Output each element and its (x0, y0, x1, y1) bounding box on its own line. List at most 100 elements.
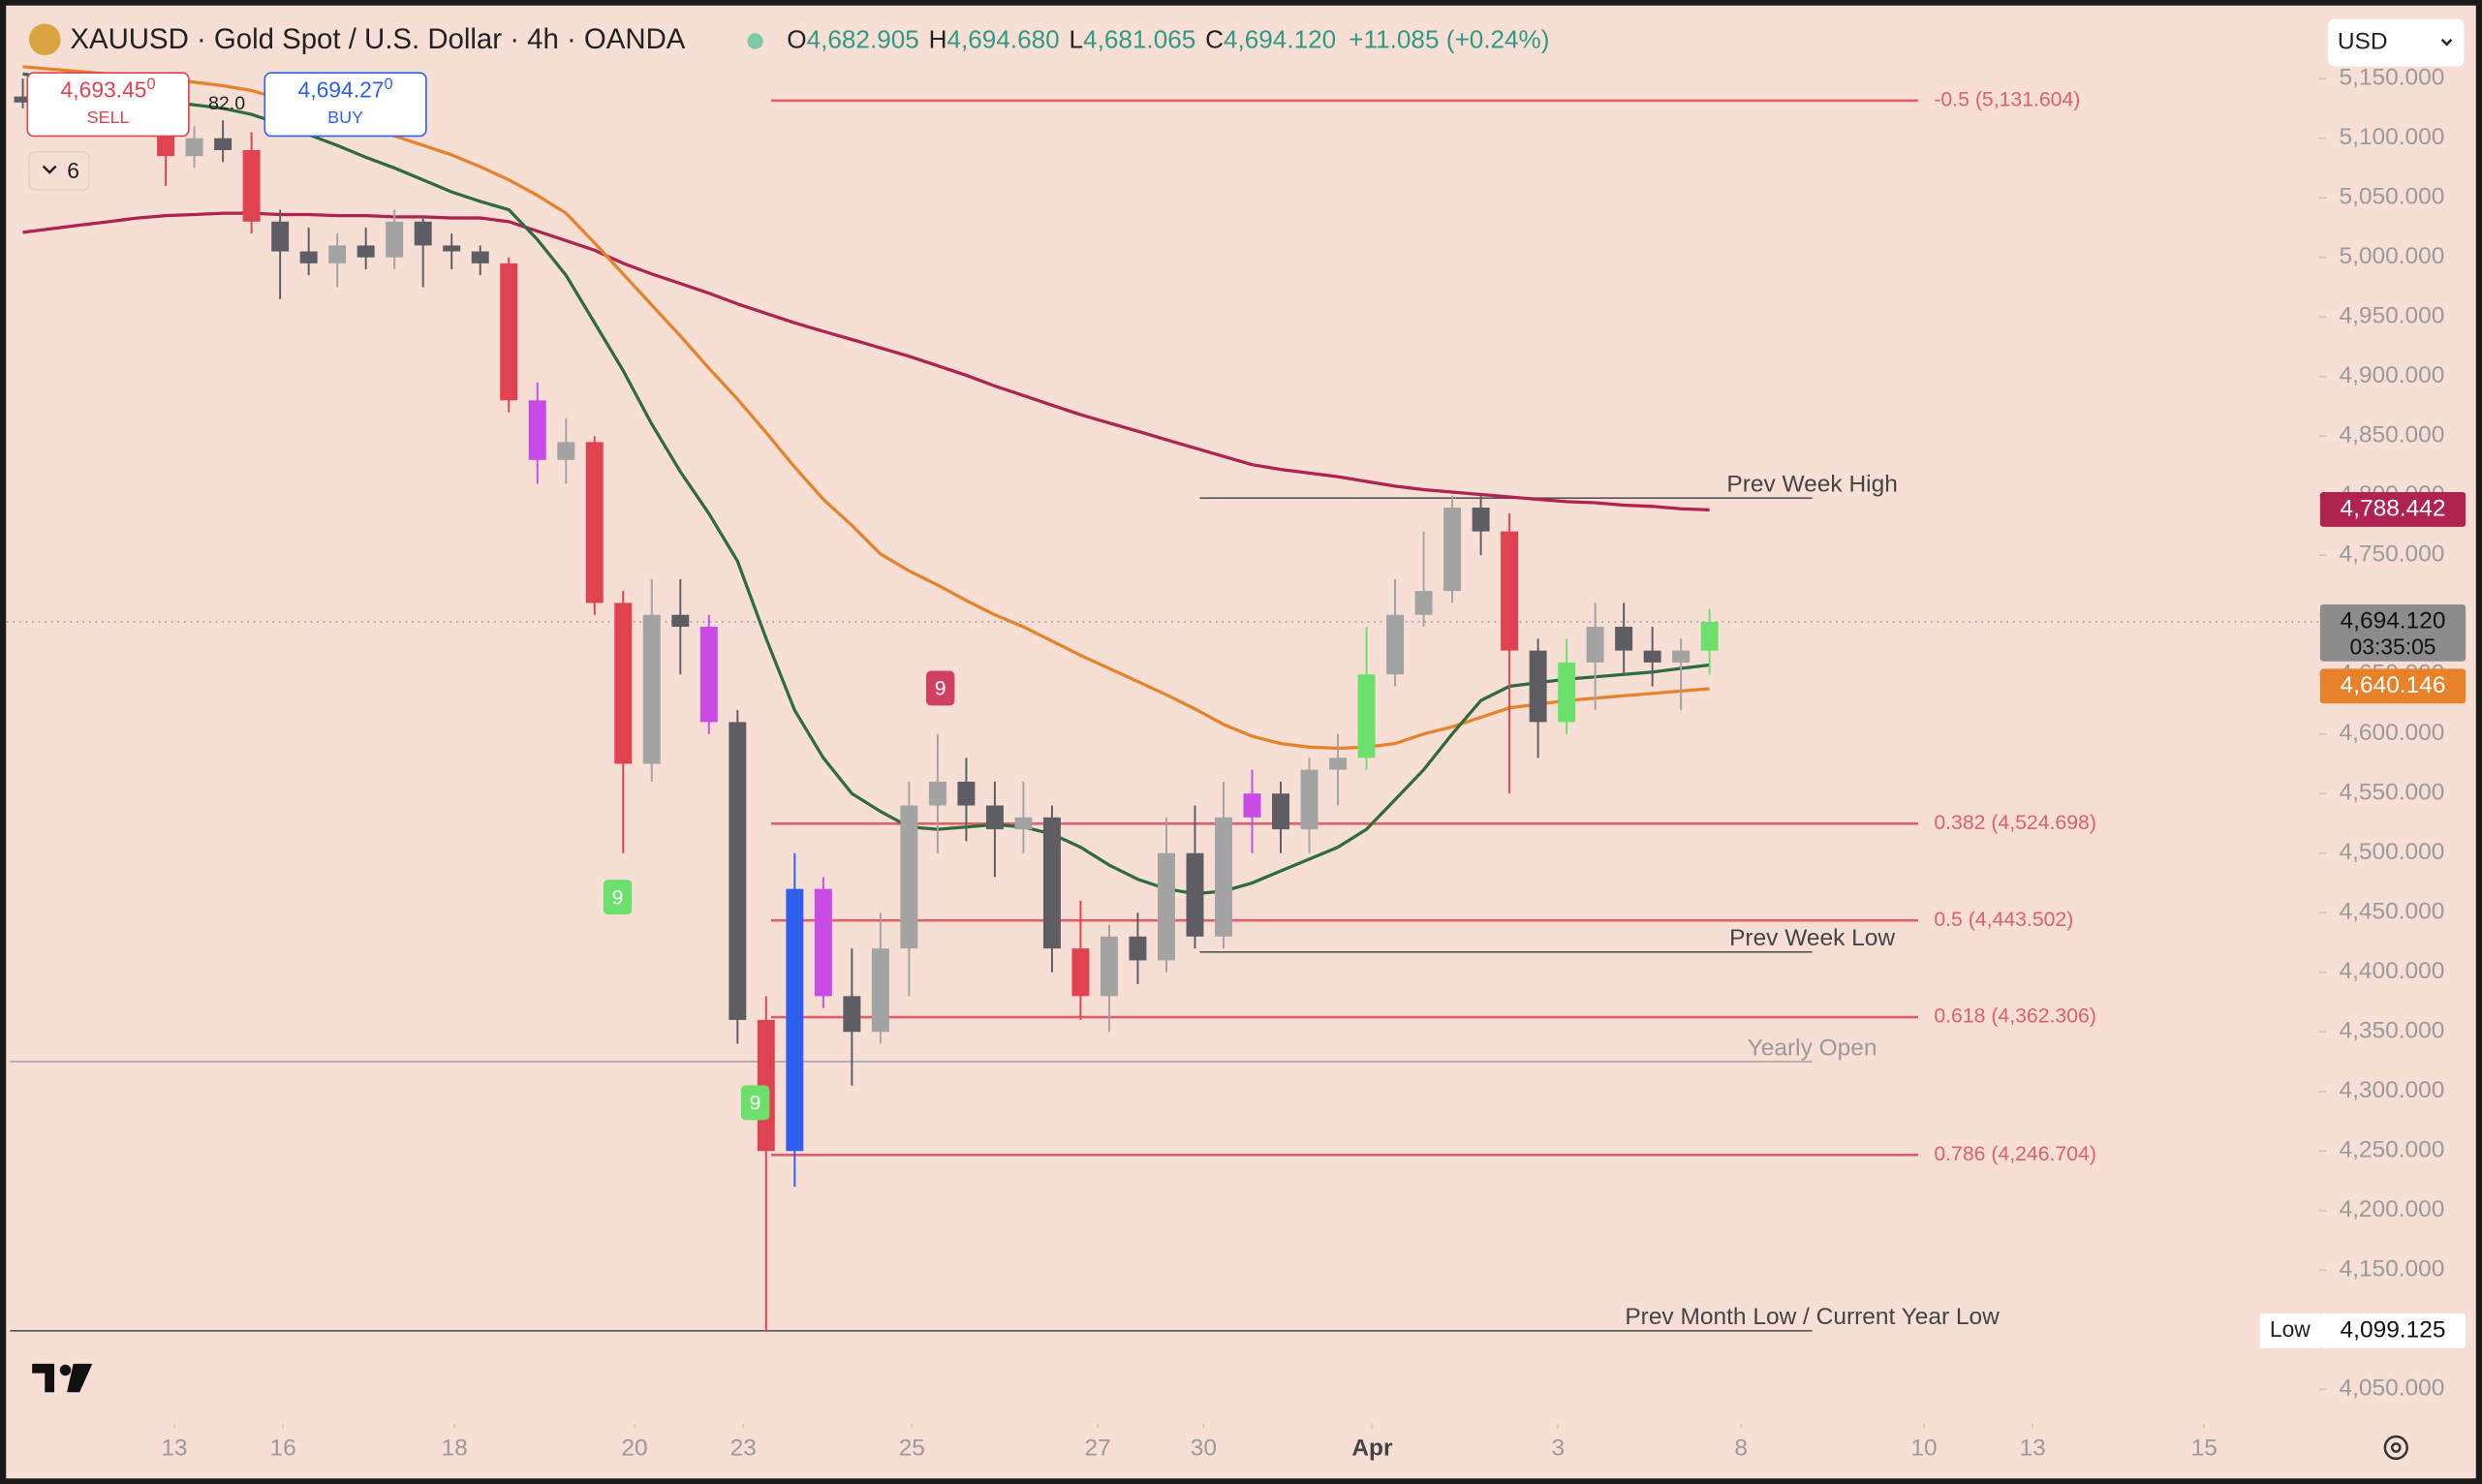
candle-body (500, 263, 518, 401)
status-dot (747, 33, 763, 49)
candle-body (814, 888, 832, 997)
spread: 82.0 (208, 93, 245, 114)
y-tick-label: 5,050.000 (2339, 184, 2444, 210)
signal: 9 (750, 1093, 761, 1115)
y-tick-label: 5,150.000 (2339, 65, 2444, 91)
buy-label: BUY (327, 108, 363, 127)
sell-box (26, 72, 190, 138)
signal-badge (925, 670, 955, 706)
buy-button[interactable]: 4,694.270 BUY (264, 72, 427, 138)
candle-body (386, 221, 404, 258)
candle-body (1529, 650, 1547, 723)
ohlc-value: 4,694.680 (946, 24, 1059, 53)
reference-label: Prev Week High (1726, 472, 1897, 498)
x-tick-label: 25 (899, 1436, 925, 1462)
candle-body (1014, 817, 1033, 830)
candle-body (614, 603, 633, 764)
candle-body (1042, 817, 1061, 949)
y-tick-label: 4,450.000 (2339, 899, 2444, 925)
y-tick-label: 4,200.000 (2339, 1196, 2444, 1222)
reference-label: Prev Week Low (1729, 925, 1895, 951)
ohlc-values: O4,682.905 H4,694.680 L4,681.065 C4,694.120… (747, 24, 1549, 53)
y-tick-label: 4,950.000 (2339, 303, 2444, 329)
ohlc-key: C (1205, 24, 1224, 53)
sell-button[interactable]: 4,693.450 SELL (26, 72, 190, 138)
candle-body (900, 805, 918, 949)
candle-body (271, 221, 290, 252)
candle-body (1501, 531, 1519, 651)
candle-body (1700, 621, 1719, 651)
price-label-box (2319, 1313, 2466, 1348)
y-tick-label: 4,550.000 (2339, 780, 2444, 806)
indicator-toggle[interactable]: 6 (28, 150, 90, 191)
countdown: 03:35:05 (2350, 634, 2436, 660)
chevron (42, 165, 57, 174)
fib-label: 0.382 (4,524.698) (1934, 812, 2096, 834)
reference-label: Prev Month Low / Current Year Low (1625, 1304, 2000, 1330)
candle-body (471, 251, 489, 263)
signal: 9 (612, 886, 624, 909)
reference-label: Yearly Open (1748, 1035, 1877, 1061)
candle-body (443, 245, 461, 252)
y-tick-label: 4,900.000 (2339, 362, 2444, 388)
settings-icon (2383, 1435, 2408, 1461)
candle-body (1357, 674, 1376, 758)
y-tick-label: 4,500.000 (2339, 839, 2444, 865)
ohlc-change: +11.085 (+0.24%) (1349, 24, 1549, 53)
sell-price-pip: 0 (147, 77, 156, 94)
candle-body (1215, 817, 1232, 937)
sell-price-main: 4,693.45 (61, 77, 147, 103)
settings-button[interactable] (2383, 1435, 2408, 1461)
currency: USD (2338, 29, 2388, 55)
candle-body (1414, 591, 1433, 615)
y-tick-label: 4,350.000 (2339, 1018, 2444, 1044)
candle-body (928, 781, 946, 806)
x-tick-label: 8 (1734, 1436, 1748, 1462)
candle-body (1243, 793, 1261, 818)
y-tick-label: 4,300.000 (2339, 1077, 2444, 1103)
candle-body (1443, 508, 1462, 592)
candle-body (1672, 650, 1691, 663)
chevron (2440, 38, 2453, 46)
y-tick-label: 4,850.000 (2339, 422, 2444, 448)
price-axis: 4,050.0004,100.0004,150.0004,200.0004,25… (161, 65, 2466, 1462)
buy-price: 4,694.270 (298, 77, 393, 103)
price-tag-box (2259, 1313, 2320, 1348)
x-tick-label: Apr (1351, 1436, 1393, 1462)
symbol-icon (28, 23, 61, 56)
candle-body (214, 138, 233, 150)
candle-body (786, 888, 804, 1152)
candle-body (1586, 627, 1604, 663)
buy-price-pip: 0 (385, 77, 393, 94)
price-label-box (2319, 668, 2466, 704)
candle-body (1472, 508, 1490, 532)
logo-part (67, 1363, 93, 1393)
x-tick-label: 13 (2020, 1436, 2046, 1462)
x-tick-label: 16 (269, 1436, 295, 1462)
candle-body (1186, 852, 1204, 937)
candle-body (1129, 936, 1147, 961)
candle-body (299, 251, 318, 263)
currency-select[interactable]: USD (2328, 18, 2465, 67)
price-label: 4,099.125 (2341, 1316, 2446, 1343)
candle-body (985, 805, 1004, 830)
candle-body (414, 221, 432, 246)
candle-body (671, 614, 690, 628)
y-tick-label: 4,150.000 (2339, 1256, 2444, 1283)
candle-body (1643, 650, 1661, 663)
candle-body (585, 442, 604, 603)
price-label-box (2319, 491, 2466, 527)
signal-badge (603, 880, 633, 915)
price-label-box (2319, 603, 2466, 662)
candle-body (1300, 769, 1319, 830)
fib-label: -0.5 (5,131.604) (1934, 88, 2080, 110)
ohlc-value: 4,694.120 (1224, 24, 1336, 53)
y-tick-label: 4,600.000 (2339, 720, 2444, 746)
y-tick-label: 4,250.000 (2339, 1137, 2444, 1163)
candle-body (1329, 757, 1348, 770)
ohlc-key: L (1070, 24, 1084, 53)
candle-body (871, 948, 889, 1033)
candle-body (1615, 627, 1633, 651)
